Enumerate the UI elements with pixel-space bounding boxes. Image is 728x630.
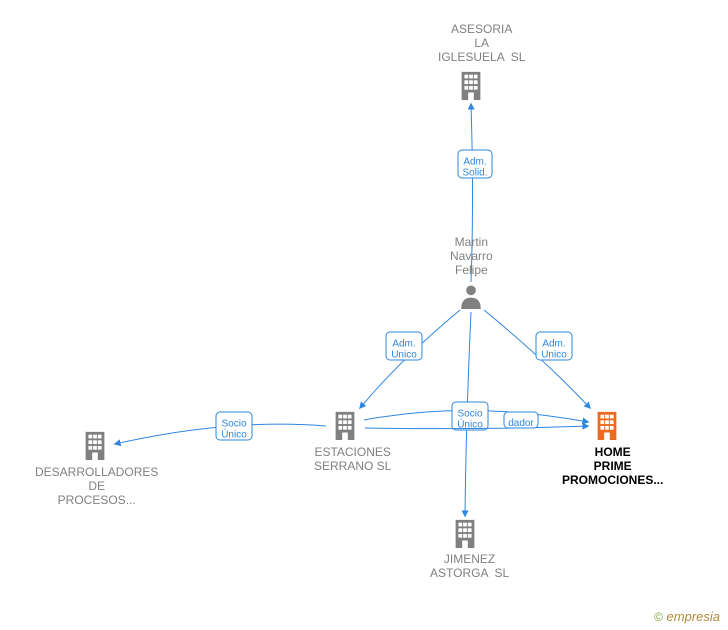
building-icon [330, 410, 360, 445]
edge-label-text: Adm. [463, 156, 486, 167]
edges-layer: Adm.Solid.Adm.UnicoAdm.UnicoSocioÚnicoSo… [0, 0, 728, 630]
edge-label-text: Unico [541, 349, 567, 360]
edge-label-martin-estaciones: Adm.Unico [386, 332, 422, 360]
watermark: © empresia [654, 609, 720, 624]
node-label-desarrolladores: DESARROLLADORES DE PROCESOS... [35, 465, 158, 507]
edge-label-martin-homeprime: Adm.Unico [536, 332, 572, 360]
edge-label-text: Adm. [542, 338, 565, 349]
edge-label-text: Socio [457, 408, 482, 419]
building-icon [592, 410, 622, 445]
edge-label-text: Solid. [462, 167, 487, 178]
copyright-symbol: © [654, 610, 663, 624]
person-icon [458, 283, 484, 314]
node-label-martin: Martin Navarro Felipe [450, 235, 493, 277]
edge-label-estaciones-homeprime-socio: SocioÚnico [452, 402, 488, 430]
node-label-homeprime: HOME PRIME PROMOCIONES... [562, 445, 663, 487]
building-icon [456, 70, 486, 105]
edge-label-text: dador [508, 418, 534, 429]
edge-label-estaciones-homeprime-dador: dador [504, 412, 538, 429]
building-icon [450, 518, 480, 553]
edge-label-text: Adm. [392, 338, 415, 349]
node-label-estaciones: ESTACIONES SERRANO SL [314, 445, 391, 473]
edge-label-martin-asesoria: Adm.Solid. [458, 150, 492, 178]
brand-name: empresia [667, 609, 720, 624]
edge-label-estaciones-desarrolladores: SocioÚnico [216, 412, 252, 440]
node-label-asesoria: ASESORIA LA IGLESUELA SL [438, 22, 525, 64]
node-label-jimenez: JIMENEZ ASTORGA SL [430, 552, 509, 580]
edge-label-text: Único [221, 427, 247, 440]
edge-label-text: Unico [391, 349, 417, 360]
building-icon [80, 430, 110, 465]
edge-label-text: Socio [221, 418, 246, 429]
